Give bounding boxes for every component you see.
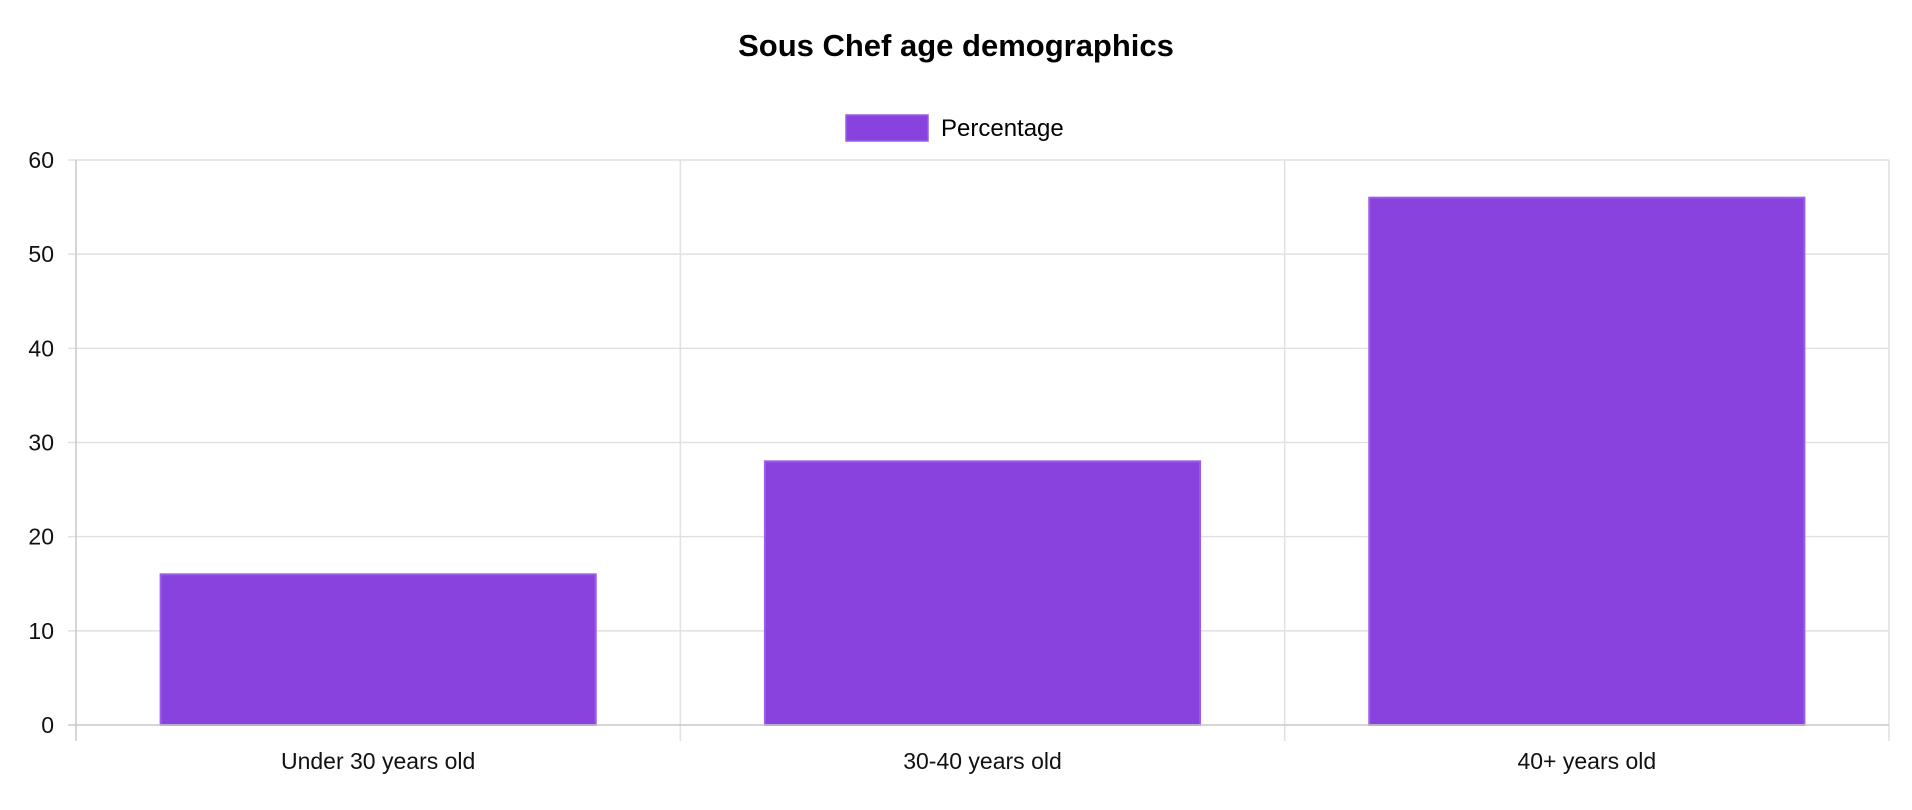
x-tick-label: 40+ years old [1517,748,1656,774]
bar[interactable] [1368,196,1806,726]
x-tick-label: 30-40 years old [903,748,1062,774]
axes [68,160,1889,741]
y-tick-label: 10 [28,618,54,644]
bars [159,196,1806,726]
y-axis-ticks: 0 10 20 30 40 50 60 [28,147,54,738]
y-tick-label: 40 [28,335,54,361]
chart-title: Sous Chef age demographics [738,28,1174,63]
legend[interactable]: Percentage [845,114,1064,142]
bar[interactable] [159,573,597,726]
bar[interactable] [763,460,1202,726]
y-tick-label: 20 [28,524,54,550]
y-tick-label: 0 [41,712,54,738]
y-tick-label: 50 [28,241,54,267]
y-tick-label: 30 [28,430,54,456]
legend-label-percentage: Percentage [941,115,1064,142]
x-axis-ticks: Under 30 years old 30-40 years old 40+ yea… [281,748,1656,774]
y-tick-label: 60 [28,147,54,173]
x-tick-label: Under 30 years old [281,748,475,774]
legend-swatch-percentage [845,114,929,142]
